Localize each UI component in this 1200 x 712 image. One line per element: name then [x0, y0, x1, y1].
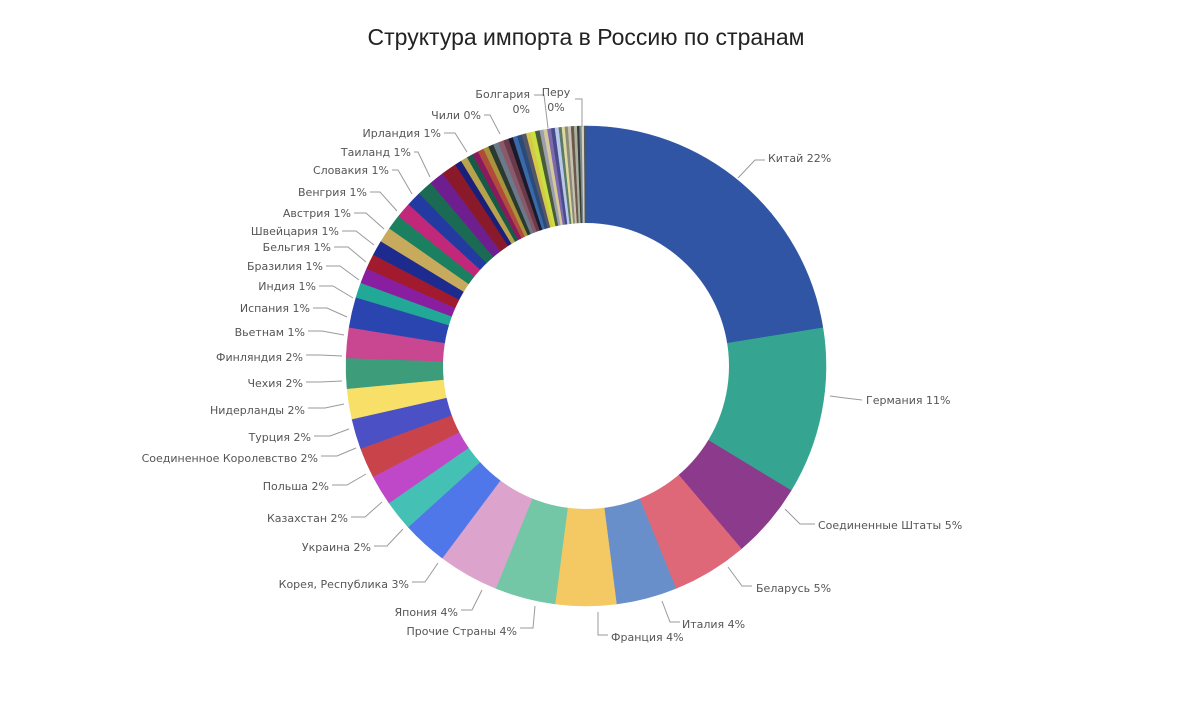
leader-line [342, 230, 375, 246]
leader-line [520, 605, 536, 629]
slice-label: Бразилия 1% [247, 260, 323, 273]
slice-label: Турция 2% [248, 431, 311, 444]
leader-line [306, 380, 343, 383]
slice-label: Корея, Республика 3% [279, 578, 409, 591]
leader-line [412, 562, 439, 583]
slice-label: Ирландия 1% [363, 127, 442, 140]
leader-line [334, 246, 367, 263]
slice-label: Испания 1% [240, 302, 310, 315]
slice-label: Австрия 1% [283, 207, 351, 220]
slice-labels: Китай 22% Германия 11% Соединенные Штаты 5… [142, 86, 963, 644]
slice-label: Китай 22% [768, 152, 831, 165]
slice-label: Украина 2% [302, 541, 371, 554]
slice-label: Болгария [475, 88, 530, 101]
leader-line [326, 265, 360, 281]
leader-line [321, 447, 357, 457]
leader-lines [306, 94, 863, 636]
slice-label: Вьетнам 1% [235, 326, 305, 339]
leader-line [370, 191, 398, 212]
leader-line [306, 354, 343, 357]
slice-label: Чехия 2% [247, 377, 303, 390]
slice-label: Таиланд 1% [340, 146, 411, 159]
slice-label: Венгрия 1% [298, 186, 367, 199]
leader-line [313, 307, 348, 318]
slice-label: Нидерланды 2% [210, 404, 305, 417]
slice-label: 0% [547, 101, 564, 114]
slice-label: Беларусь 5% [756, 582, 831, 595]
leader-line [319, 285, 354, 299]
leader-line [332, 473, 367, 486]
leader-line [534, 94, 549, 129]
leader-line [314, 428, 350, 437]
leader-line [737, 159, 765, 179]
leader-line [575, 98, 583, 127]
leader-line [354, 212, 385, 230]
leader-line [661, 600, 680, 623]
leader-line [308, 330, 345, 336]
leader-line [484, 114, 501, 135]
slice-label: Польша 2% [263, 480, 329, 493]
slice-label: Бельгия 1% [263, 241, 331, 254]
leader-line [374, 528, 404, 547]
leader-line [308, 403, 345, 409]
slice-label: Соединенное Королевство 2% [142, 452, 318, 465]
leader-line [444, 132, 468, 153]
leader-line [414, 151, 431, 178]
leader-line [351, 501, 383, 518]
slice-label: Словакия 1% [313, 164, 389, 177]
slice-label: Италия 4% [682, 618, 745, 631]
leader-line [597, 612, 608, 636]
slice-label: Казахстан 2% [267, 512, 348, 525]
slice-label: Соединенные Штаты 5% [818, 519, 962, 532]
slice-label: Финляндия 2% [216, 351, 303, 364]
leader-line [829, 395, 863, 401]
leader-line [784, 508, 815, 525]
slice-label: Перу [542, 86, 571, 99]
slice-label: 0% [513, 103, 530, 116]
slice-label: Прочие Страны 4% [406, 625, 517, 638]
slice-label: Чили 0% [431, 109, 481, 122]
slice-label: Германия 11% [866, 394, 950, 407]
chart-title: Структура импорта в Россию по странам [367, 24, 805, 50]
slice-label: Франция 4% [611, 631, 684, 644]
slice-label: Япония 4% [395, 606, 458, 619]
slice-label: Индия 1% [258, 280, 316, 293]
slice-label: Швейцария 1% [251, 225, 339, 238]
donut-hole [443, 223, 729, 509]
leader-line [727, 566, 752, 587]
leader-line [461, 589, 483, 611]
leader-line [392, 169, 413, 195]
